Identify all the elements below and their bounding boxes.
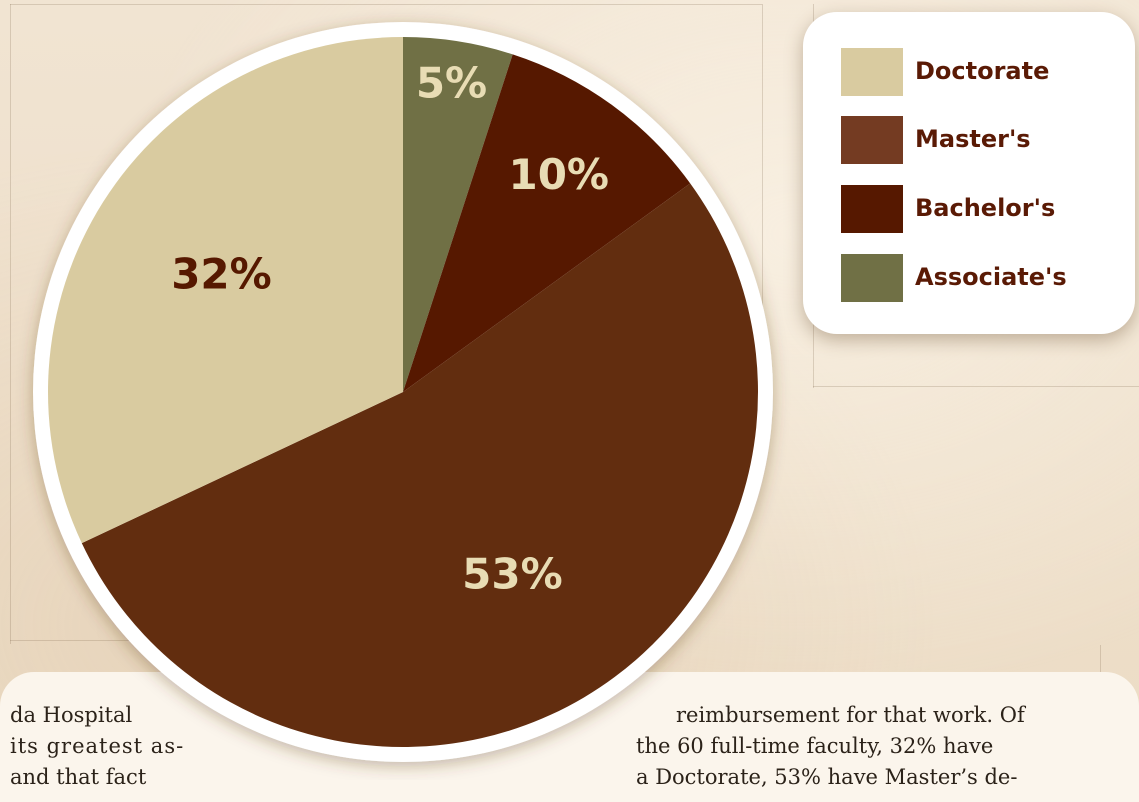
legend-label: Associate's <box>915 263 1067 291</box>
pie-data-label: 53% <box>462 550 563 599</box>
article-text-right: reimbursement for that work. Of the 60 f… <box>636 700 1068 793</box>
legend-label: Master's <box>915 125 1031 153</box>
guide-line <box>762 4 763 388</box>
pie-slice-associates <box>403 37 513 392</box>
legend-swatch <box>841 48 903 96</box>
pie-slice-bachelors <box>403 54 691 392</box>
chart-legend: Doctorate Master's Bachelor's Associate'… <box>803 12 1135 334</box>
legend-label: Doctorate <box>915 57 1050 85</box>
legend-swatch <box>841 254 903 302</box>
legend-label: Bachelor's <box>915 194 1056 222</box>
pie-data-label: 32% <box>171 249 272 298</box>
pie-data-label: 10% <box>508 150 609 199</box>
pie-chart: 5% 10% 53% 32% <box>33 22 773 762</box>
text-line: da Hospital <box>10 703 133 727</box>
guide-line <box>10 4 762 5</box>
pie-data-label: 5% <box>416 58 487 107</box>
legend-swatch <box>841 116 903 164</box>
guide-line <box>813 386 1139 387</box>
text-line: its greatest as- <box>10 734 185 758</box>
legend-swatch <box>841 185 903 233</box>
pie-slice-masters <box>81 183 758 747</box>
text-line: the 60 full-time faculty, 32% have <box>636 734 994 758</box>
pie-slice-doctorate <box>48 37 403 544</box>
text-line: reimbursement for that work. Of <box>676 703 1025 727</box>
guide-line <box>10 4 11 644</box>
